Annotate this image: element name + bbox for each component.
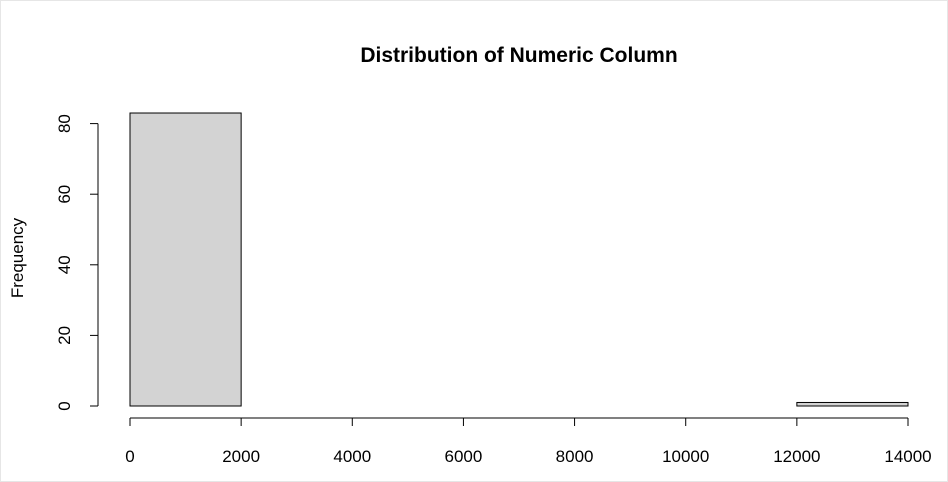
x-tick-label-6: 12000 bbox=[773, 447, 820, 466]
x-tick-label-1: 2000 bbox=[222, 447, 260, 466]
x-tick-label-5: 10000 bbox=[662, 447, 709, 466]
histogram-bar-0 bbox=[129, 112, 242, 407]
bars-group bbox=[129, 112, 909, 407]
y-tick-label-0: 0 bbox=[55, 401, 74, 410]
y-axis-label: Frequency bbox=[8, 217, 27, 298]
x-tick-label-2: 4000 bbox=[333, 447, 371, 466]
x-tick-label-0: 0 bbox=[125, 447, 134, 466]
x-tick-label-7: 14000 bbox=[884, 447, 931, 466]
chart-title: Distribution of Numeric Column bbox=[360, 44, 677, 67]
y-tick-label-2: 40 bbox=[55, 255, 74, 274]
histogram-bar-6 bbox=[796, 401, 909, 407]
y-tick-label-4: 80 bbox=[55, 114, 74, 133]
y-axis: 0 20 40 60 80 bbox=[55, 114, 99, 411]
x-tick-label-4: 8000 bbox=[556, 447, 594, 466]
x-axis: 0 2000 4000 6000 8000 10000 12000 14000 bbox=[125, 417, 932, 466]
y-tick-label-3: 60 bbox=[55, 185, 74, 204]
x-tick-label-3: 6000 bbox=[445, 447, 483, 466]
y-tick-label-1: 20 bbox=[55, 326, 74, 345]
